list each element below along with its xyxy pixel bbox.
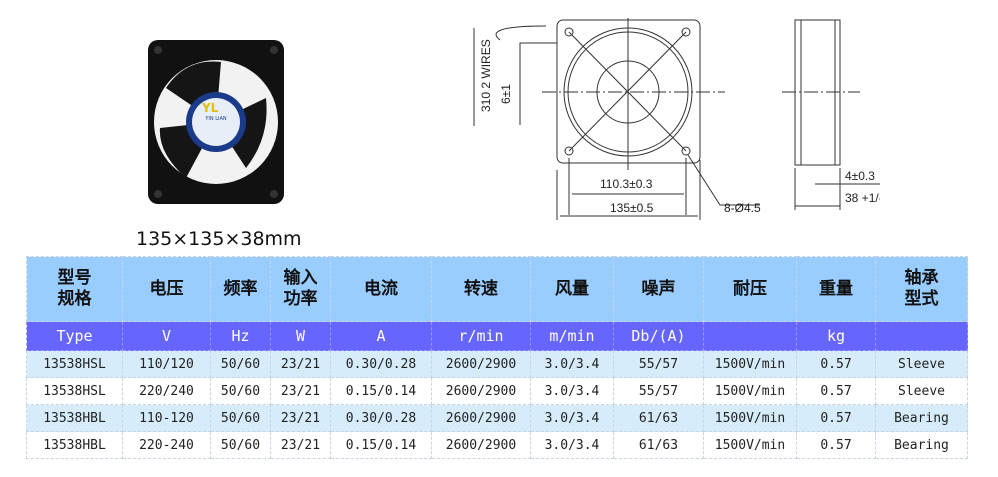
fan-photo: YL YIN LIAN bbox=[148, 40, 284, 204]
header-row-cell: 电压 bbox=[122, 256, 211, 322]
table-row-cell: 61/63 bbox=[613, 431, 704, 459]
table-row-cell: 110/120 bbox=[122, 350, 211, 378]
table-row: 13538HBL 110-120 50/60 23/21 0.30/0.28 2600/2… bbox=[26, 404, 968, 432]
header-row: 型号 规格 电压 频率 输入 功率 电流 转速 风量 噪声 耐压 重量 轴承 型式 bbox=[26, 256, 968, 322]
table-row-cell: Bearing bbox=[875, 431, 968, 459]
table-row-cell: 50/60 bbox=[210, 377, 271, 405]
table-row-cell: 0.30/0.28 bbox=[330, 350, 432, 378]
table-row: 13538HSL 110/120 50/60 23/21 0.30/0.28 2600/2… bbox=[26, 350, 968, 378]
table-row-cell: 61/63 bbox=[613, 404, 704, 432]
header-row-cell: 耐压 bbox=[703, 256, 797, 322]
brand-text: YIN LIAN bbox=[204, 116, 227, 122]
table-row-cell: 220/240 bbox=[122, 377, 211, 405]
table-row-cell: 0.57 bbox=[796, 350, 876, 378]
header-row-cell: 输入 功率 bbox=[270, 256, 331, 322]
table-row: 13538HBL 220-240 50/60 23/21 0.15/0.14 2600/2… bbox=[26, 431, 968, 459]
table-row-cell: 1500V/min bbox=[703, 350, 797, 378]
table-row-cell: 3.0/3.4 bbox=[530, 377, 614, 405]
table-row-cell: 13538HBL bbox=[26, 431, 123, 459]
table-row-cell: 2600/2900 bbox=[431, 431, 531, 459]
units-row-cell: A bbox=[330, 321, 432, 351]
header-row-cell: 转速 bbox=[431, 256, 531, 322]
wires-label: 310 2 WIRES bbox=[479, 39, 493, 112]
table-row-cell: 13538HBL bbox=[26, 404, 123, 432]
table-row-cell: 23/21 bbox=[270, 431, 331, 459]
header-row-cell: 风量 bbox=[530, 256, 614, 322]
table-row-cell: 13538HSL bbox=[26, 350, 123, 378]
logo: YL bbox=[201, 101, 219, 115]
table-row-cell: 50/60 bbox=[210, 350, 271, 378]
table-row-cell: 55/57 bbox=[613, 350, 704, 378]
table-row-cell: 3.0/3.4 bbox=[530, 431, 614, 459]
units-row-cell: V bbox=[122, 321, 211, 351]
table-row-cell: 1500V/min bbox=[703, 377, 797, 405]
table-row: 13538HSL 220/240 50/60 23/21 0.15/0.14 2600/2… bbox=[26, 377, 968, 405]
table-row-cell: 23/21 bbox=[270, 404, 331, 432]
table-row-cell: 3.0/3.4 bbox=[530, 404, 614, 432]
table-row-cell: 0.57 bbox=[796, 404, 876, 432]
table-row-cell: 2600/2900 bbox=[431, 377, 531, 405]
table-row-cell: 0.15/0.14 bbox=[330, 431, 432, 459]
units-row-cell: Db/(A) bbox=[613, 321, 704, 351]
table-row-cell: 50/60 bbox=[210, 404, 271, 432]
units-row-cell: kg bbox=[796, 321, 876, 351]
table-row-cell: 0.57 bbox=[796, 377, 876, 405]
units-row-cell: Hz bbox=[210, 321, 271, 351]
table-row-cell: 3.0/3.4 bbox=[530, 350, 614, 378]
units-row-cell bbox=[703, 321, 797, 351]
table-row-cell: Sleeve bbox=[875, 377, 968, 405]
table-row-cell: 55/57 bbox=[613, 377, 704, 405]
header-row-cell: 重量 bbox=[796, 256, 876, 322]
table-row-cell: 0.57 bbox=[796, 431, 876, 459]
table-row-cell: 23/21 bbox=[270, 377, 331, 405]
size-caption: 135×135×38mm bbox=[136, 228, 302, 250]
table-row-cell: 0.15/0.14 bbox=[330, 377, 432, 405]
hole-pitch-label: 110.3±0.3 bbox=[600, 177, 653, 191]
table-row-cell: 23/21 bbox=[270, 350, 331, 378]
table-row-cell: 110-120 bbox=[122, 404, 211, 432]
flange-label: 4±0.3 bbox=[845, 169, 875, 183]
table-row-cell: 13538HSL bbox=[26, 377, 123, 405]
header-row-cell: 电流 bbox=[330, 256, 432, 322]
header-row-cell: 轴承 型式 bbox=[875, 256, 968, 322]
table-row-cell: 50/60 bbox=[210, 431, 271, 459]
holes-label: 8-Ø4.5 bbox=[724, 201, 761, 215]
units-row-cell: r/min bbox=[431, 321, 531, 351]
dimension-drawing: 310 2 WIRES 6±1 110.3±0.3 135±0.5 8-Ø4.5… bbox=[473, 18, 880, 220]
table-row-cell: 1500V/min bbox=[703, 404, 797, 432]
units-row-cell: m/min bbox=[530, 321, 614, 351]
table-row-cell: 2600/2900 bbox=[431, 350, 531, 378]
table-row-cell: 0.30/0.28 bbox=[330, 404, 432, 432]
table-row-cell: 2600/2900 bbox=[431, 404, 531, 432]
header-row-cell: 噪声 bbox=[613, 256, 704, 322]
header-row-cell: 型号 规格 bbox=[26, 256, 123, 322]
frame-size-label: 135±0.5 bbox=[610, 201, 654, 215]
table-row-cell: Sleeve bbox=[875, 350, 968, 378]
depth-label: 38 +1/-0 bbox=[845, 191, 880, 205]
header-row-cell: 频率 bbox=[210, 256, 271, 322]
units-row-cell: W bbox=[270, 321, 331, 351]
strip-label: 6±1 bbox=[499, 84, 513, 104]
table-row-cell: Bearing bbox=[875, 404, 968, 432]
units-row-cell: Type bbox=[26, 321, 123, 351]
units-row-cell bbox=[875, 321, 968, 351]
table-row-cell: 220-240 bbox=[122, 431, 211, 459]
table-row-cell: 1500V/min bbox=[703, 431, 797, 459]
